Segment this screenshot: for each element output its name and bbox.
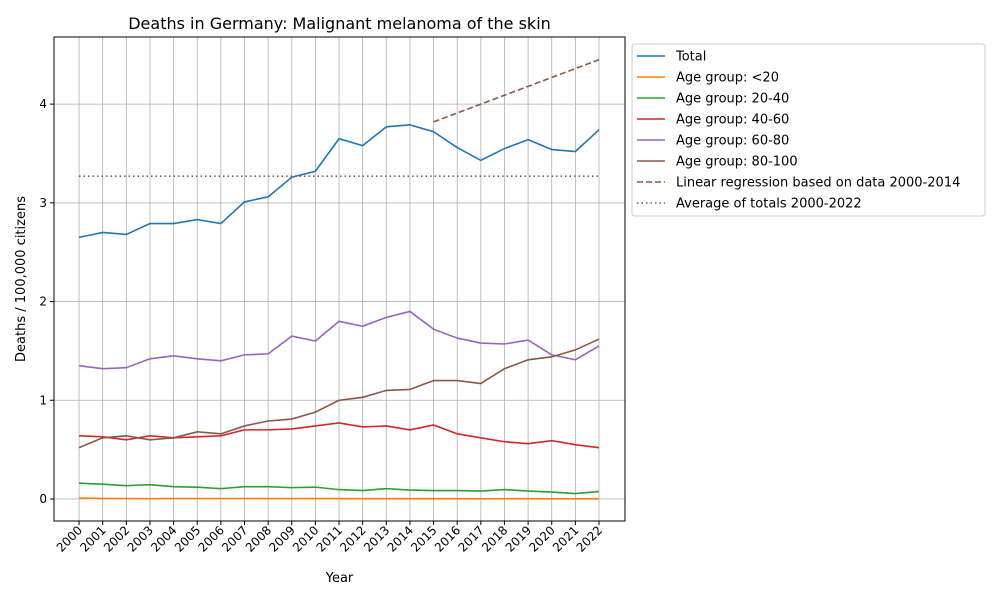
y-tick-label: 4 xyxy=(39,97,47,111)
x-axis-label: Year xyxy=(325,571,354,586)
x-tick-label: 2022 xyxy=(574,523,605,554)
x-tick-label: 2005 xyxy=(172,523,203,554)
series-line-age-group-20 xyxy=(79,497,600,500)
legend-box xyxy=(631,43,986,217)
x-tick-label: 2003 xyxy=(125,523,156,554)
series-line-age-group-40-60 xyxy=(79,422,600,449)
y-tick-label: 3 xyxy=(39,196,47,210)
series-lines xyxy=(78,58,600,500)
chart-title: Deaths in Germany: Malignant melanoma of… xyxy=(128,14,551,33)
x-tick-label: 2001 xyxy=(77,523,108,554)
x-tick-label: 2018 xyxy=(479,523,510,554)
x-tick-label: 2007 xyxy=(219,523,250,554)
legend-label: Linear regression based on data 2000-201… xyxy=(676,176,960,191)
axes-frame xyxy=(53,36,626,522)
x-tick-label: 2020 xyxy=(526,523,557,554)
x-tick-label: 2009 xyxy=(266,523,297,554)
series-line-linear-regression-based-on-data-2000-2014 xyxy=(433,58,600,123)
y-tick-label: 0 xyxy=(39,492,47,506)
x-tick-label: 2000 xyxy=(54,523,85,554)
legend-label: Age group: 60-80 xyxy=(676,134,789,149)
y-tick-label: 1 xyxy=(39,393,47,407)
x-tick-label: 2012 xyxy=(337,523,368,554)
x-tick-label: 2006 xyxy=(195,523,226,554)
x-tick-label: 2011 xyxy=(314,523,345,554)
x-tick-label: 2016 xyxy=(432,523,463,554)
x-tick-label: 2008 xyxy=(243,523,274,554)
x-tick-label: 2014 xyxy=(385,523,416,554)
x-tick-label: 2015 xyxy=(408,523,439,554)
legend-label: Age group: 40-60 xyxy=(676,113,789,128)
legend-label: Average of totals 2000-2022 xyxy=(676,197,862,212)
x-tick-label: 2010 xyxy=(290,523,321,554)
series-line-age-group-20-40 xyxy=(79,482,600,495)
legend-label: Age group: <20 xyxy=(676,71,779,86)
grid xyxy=(54,37,625,521)
series-line-age-group-80-100 xyxy=(78,338,600,449)
series-line-age-group-60-80 xyxy=(78,310,600,370)
x-tick-label: 2013 xyxy=(361,523,392,554)
x-tick-label: 2017 xyxy=(455,523,486,554)
x-tick-label: 2021 xyxy=(550,523,581,554)
x-tick-label: 2002 xyxy=(101,523,132,554)
y-axis-label: Deaths / 100,000 citizens xyxy=(14,196,29,362)
legend-label: Total xyxy=(675,50,706,65)
x-tick-label: 2004 xyxy=(148,523,179,554)
legend-label: Age group: 20-40 xyxy=(676,92,789,107)
legend: Total Age group: <20 Age group: 20-40 Age g… xyxy=(631,43,986,217)
y-tick-label: 2 xyxy=(39,295,47,309)
x-tick-label: 2019 xyxy=(503,523,534,554)
legend-label: Age group: 80-100 xyxy=(676,155,798,170)
series-line-total xyxy=(78,124,600,239)
